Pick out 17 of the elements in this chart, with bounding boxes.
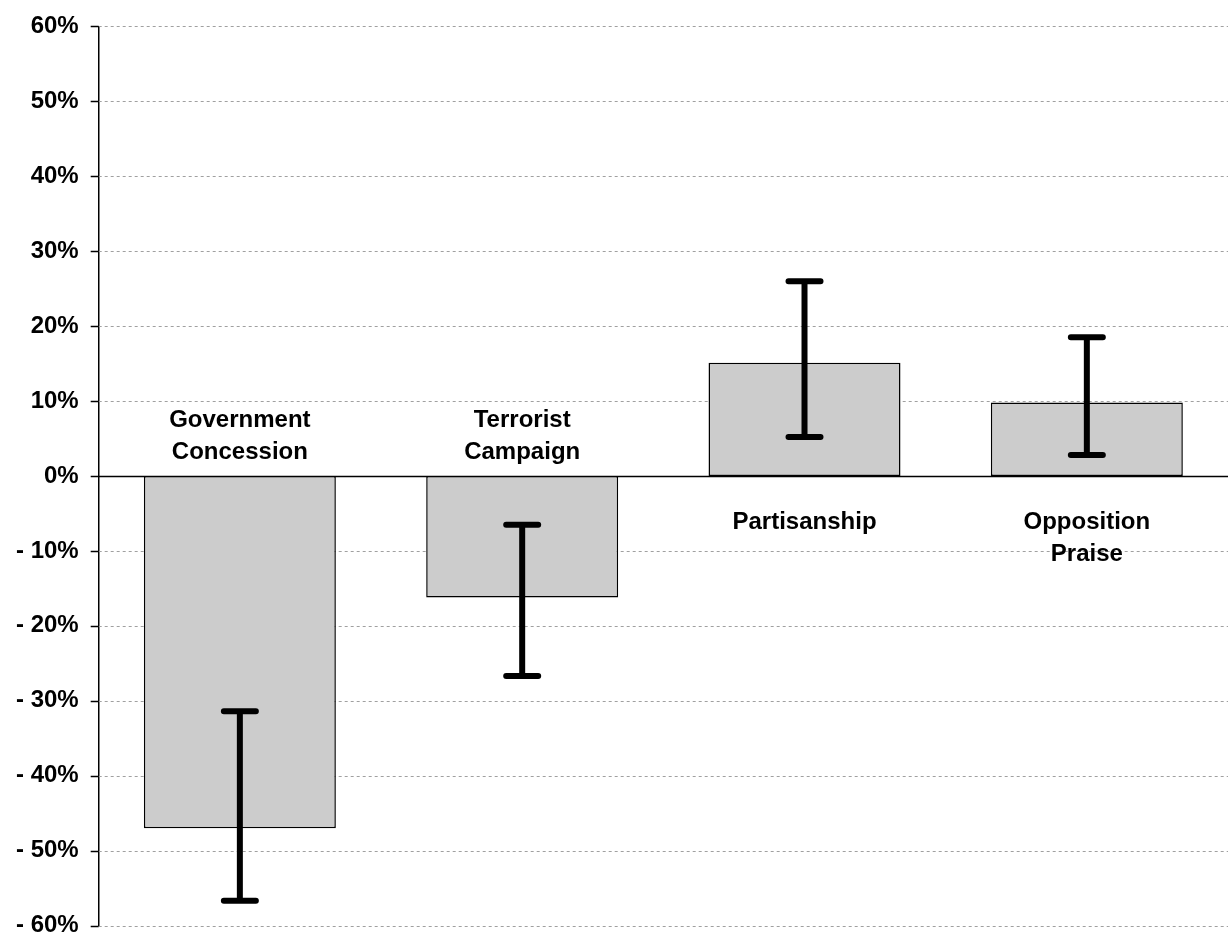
y-tick-label: - 10% bbox=[15, 535, 79, 563]
y-tick-label: 50% bbox=[30, 85, 79, 113]
y-tick-label: - 30% bbox=[15, 685, 79, 713]
y-tick-label: 10% bbox=[30, 385, 79, 413]
y-tick-label: 40% bbox=[30, 160, 79, 188]
y-tick-label: - 20% bbox=[15, 610, 79, 638]
y-tick-label: 60% bbox=[30, 11, 79, 39]
x-tick-label: Terrorist Campaign bbox=[464, 404, 581, 464]
y-tick-label: - 60% bbox=[15, 910, 79, 938]
x-tick-label: Government Concession bbox=[169, 404, 311, 464]
y-tick-label: 0% bbox=[44, 460, 79, 488]
x-tick-label: Opposition Praise bbox=[1023, 506, 1151, 566]
y-tick-label: 30% bbox=[30, 235, 79, 263]
y-tick-label: - 40% bbox=[15, 760, 79, 788]
y-tick-label: - 50% bbox=[15, 835, 79, 863]
y-tick-label: 20% bbox=[30, 310, 79, 338]
x-tick-label: Partisanship bbox=[732, 506, 877, 534]
